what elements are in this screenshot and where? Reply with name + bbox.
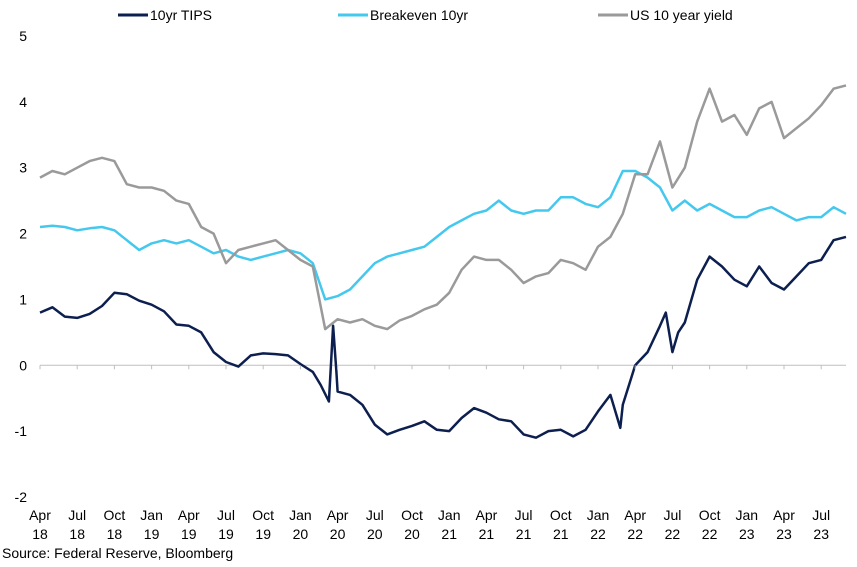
series-line-us-10-year-yield	[39, 84, 847, 331]
x-tick-label: Apr 23	[773, 507, 795, 542]
x-tick-label: Apr 22	[624, 507, 646, 542]
x-tick-label: Jul 20	[366, 507, 384, 542]
series-lines	[39, 84, 847, 439]
x-tick-label: Apr 20	[327, 507, 349, 542]
x-tick-label: Oct 22	[699, 507, 721, 542]
x-tick-label: Apr 21	[476, 507, 498, 542]
source-note: Source: Federal Reserve, Bloomberg	[2, 545, 234, 561]
x-axis-ticks: Apr 18 Jul 18 Oct 18 Jan 19 Apr 19 Jul 19 Oct 19 Jan 20…	[29, 365, 830, 542]
y-tick-label: 5	[19, 28, 27, 44]
x-tick-label: Apr 19	[178, 507, 200, 542]
x-tick-label: Jul 22	[663, 507, 681, 542]
x-tick-label: Jan 20	[289, 507, 312, 542]
legend-label-us-10-year-yield: US 10 year yield	[630, 7, 733, 23]
x-tick-label: Jul 19	[217, 507, 235, 542]
y-tick-label: 3	[19, 160, 27, 176]
x-tick-label: Oct 20	[401, 507, 423, 542]
x-tick-label: Oct 19	[252, 507, 274, 542]
x-tick-label: Oct 21	[550, 507, 572, 542]
legend-label-10yr-tips: 10yr TIPS	[150, 7, 212, 23]
x-tick-label: Jul 18	[68, 507, 86, 542]
y-tick-label: 2	[19, 226, 27, 242]
x-tick-label: Jan 23	[736, 507, 759, 542]
y-tick-label: -1	[15, 423, 28, 439]
y-tick-label: -2	[15, 489, 28, 505]
x-tick-label: Jan 22	[587, 507, 610, 542]
y-tick-label: 1	[19, 291, 27, 307]
x-tick-label: Apr 18	[29, 507, 51, 542]
y-tick-label: 4	[19, 94, 27, 110]
legend-label-breakeven-10yr: Breakeven 10yr	[370, 7, 468, 23]
series-line-10yr-tips	[39, 235, 847, 439]
legend: 10yr TIPS Breakeven 10yr US 10 year yiel…	[118, 7, 733, 23]
x-tick-label: Jul 23	[812, 507, 830, 542]
x-tick-label: Jul 21	[515, 507, 533, 542]
x-tick-label: Jan 19	[140, 507, 163, 542]
series-line-breakeven-10yr	[39, 169, 847, 301]
x-tick-label: Jan 21	[438, 507, 461, 542]
y-tick-label: 0	[19, 357, 27, 373]
y-axis-ticks: -2 -1 0 1 2 3 4 5	[15, 28, 28, 505]
x-tick-label: Oct 18	[104, 507, 126, 542]
